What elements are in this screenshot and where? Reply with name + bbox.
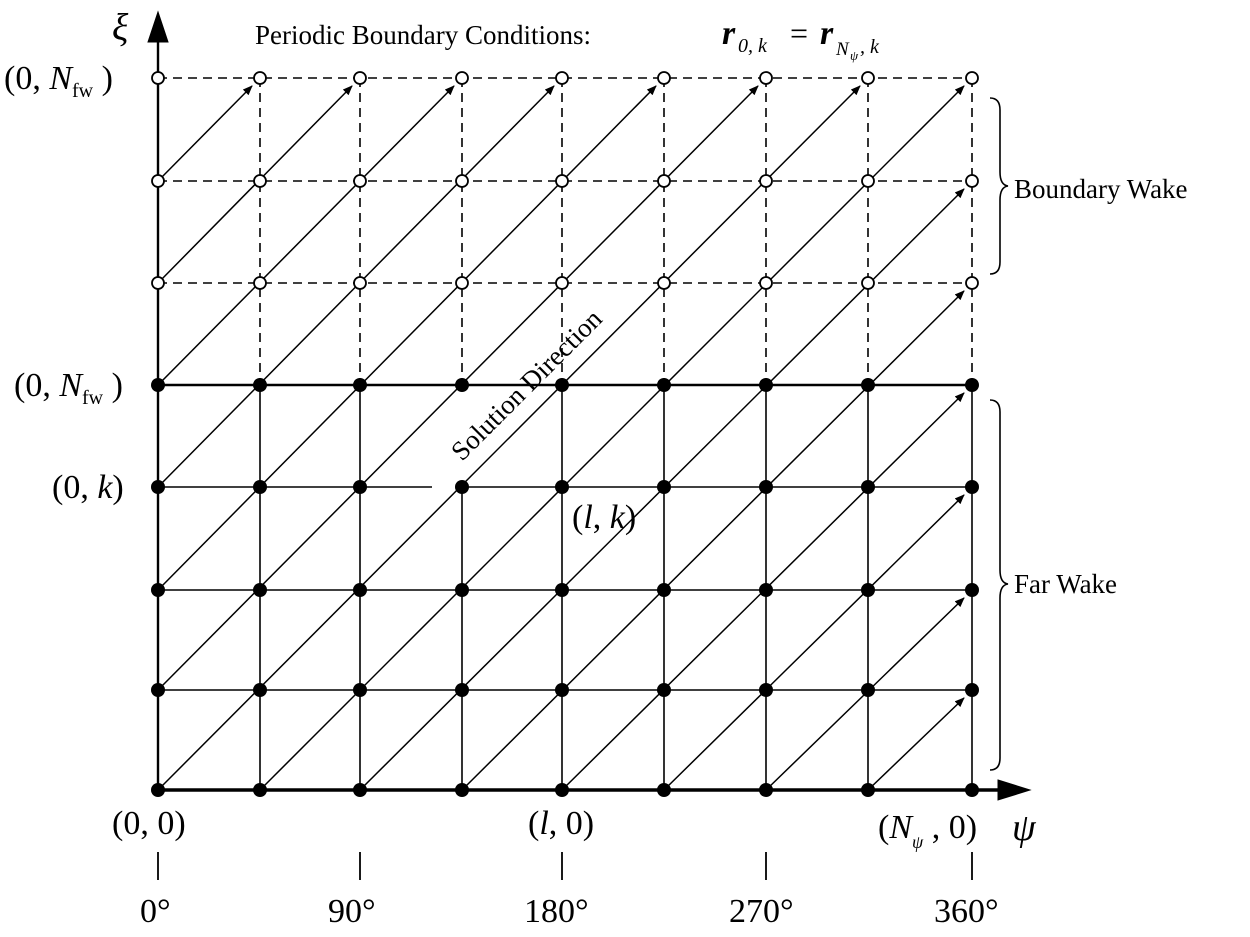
degree-ticks — [157, 852, 973, 880]
vertical-axis-label: ξ — [112, 7, 129, 49]
left-label-k: (0, k) — [52, 469, 124, 506]
svg-text:(l, k): (l, k) — [572, 499, 636, 536]
far-wake-label: Far Wake — [1014, 569, 1117, 599]
npsi-label: (Nψ , 0) — [878, 809, 977, 852]
left-label-middle: (0, Nfw ) — [14, 367, 123, 409]
l0-label: (l, 0) — [528, 805, 594, 842]
svg-text:, k: , k — [860, 36, 880, 58]
svg-text:(0, k): (0, k) — [52, 469, 124, 506]
point-label-l-k: (l, k) — [572, 499, 636, 536]
far-wake-brace-icon — [989, 399, 1009, 771]
boundary-wake-label: Boundary Wake — [1014, 174, 1188, 204]
svg-text:N: N — [835, 39, 850, 60]
degree-tick-label: 360° — [934, 893, 999, 930]
horizontal-axis-arrow-icon — [997, 779, 1032, 801]
far-wake-filled-nodes — [151, 378, 979, 797]
svg-text:(Nψ , 0): (Nψ , 0) — [878, 809, 977, 852]
degree-tick-label: 270° — [729, 893, 794, 930]
svg-text:ψ: ψ — [850, 48, 859, 63]
svg-text:r: r — [820, 15, 834, 52]
svg-text:(l, 0): (l, 0) — [528, 805, 594, 842]
origin-label: (0, 0) — [112, 805, 186, 842]
degree-tick-label: 180° — [524, 893, 589, 930]
svg-text:(0, Nfw ): (0, Nfw ) — [4, 60, 113, 102]
axes — [147, 10, 1032, 801]
boundary-wake-brace-icon — [989, 97, 1009, 275]
svg-text:r: r — [722, 15, 736, 52]
title-text: Periodic Boundary Conditions: — [255, 20, 591, 50]
left-label-top: (0, Nfw ) — [4, 60, 113, 102]
boundary-wake-open-nodes — [151, 71, 979, 290]
degree-tick-label: 0° — [140, 893, 171, 930]
vertical-axis-arrow-icon — [147, 10, 169, 43]
boundary-condition-equation: r 0, k = r N ψ , k — [722, 15, 880, 63]
svg-text:(0, Nfw ): (0, Nfw ) — [14, 367, 123, 409]
degree-tick-label: 90° — [328, 893, 376, 930]
svg-text:=: = — [790, 15, 808, 51]
svg-text:0, k: 0, k — [738, 35, 768, 57]
horizontal-axis-label: ψ — [1012, 807, 1037, 849]
